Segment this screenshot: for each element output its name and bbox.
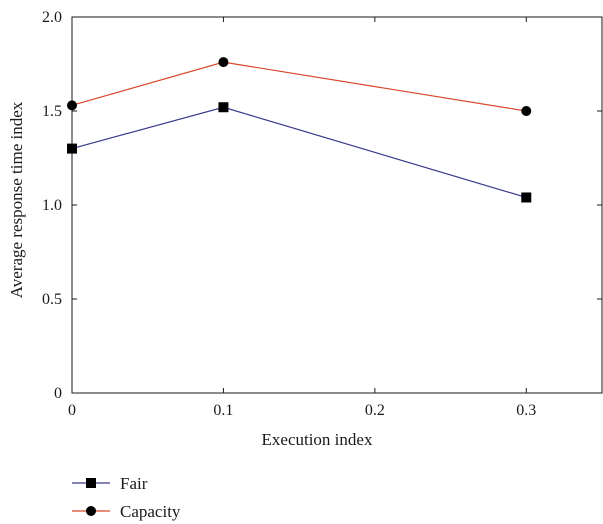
- legend: Fair Capacity: [72, 474, 181, 521]
- data-point-fair: [218, 102, 229, 113]
- legend-marker-fair: [86, 478, 96, 488]
- data-point-capacity: [67, 100, 77, 111]
- legend-item-fair: Fair: [72, 474, 148, 493]
- series-layer: [67, 57, 532, 203]
- x-tick-label: 0.2: [365, 402, 385, 419]
- y-tick-label: 1.5: [42, 103, 62, 120]
- data-point-fair: [521, 192, 532, 203]
- legend-label-fair: Fair: [120, 474, 148, 493]
- y-tick-label: 1.0: [42, 197, 62, 214]
- series-line-fair: [71, 106, 527, 199]
- data-point-capacity: [521, 106, 532, 116]
- y-tick-label: 2.0: [42, 9, 62, 26]
- y-tick-label: 0: [54, 385, 62, 402]
- data-point-fair: [67, 143, 77, 154]
- plot-frame: [71, 16, 603, 394]
- y-axis-label: Average response time index: [7, 101, 26, 298]
- series-capacity: [67, 57, 532, 116]
- axes: 0 0.1 0.2 0.3 0 0.5 1.0 1.5 2.0: [42, 9, 603, 419]
- series-fair: [67, 102, 532, 203]
- legend-label-capacity: Capacity: [120, 502, 181, 521]
- x-tick-label: 0.1: [213, 402, 233, 419]
- data-point-capacity: [218, 57, 229, 68]
- x-tick-label: 0: [68, 402, 76, 419]
- series-line-capacity: [71, 61, 527, 112]
- legend-item-capacity: Capacity: [72, 502, 181, 521]
- y-tick-label: 0.5: [42, 291, 62, 308]
- x-axis-label: Execution index: [262, 430, 373, 449]
- x-tick-label: 0.3: [516, 402, 536, 419]
- legend-marker-capacity: [86, 506, 96, 516]
